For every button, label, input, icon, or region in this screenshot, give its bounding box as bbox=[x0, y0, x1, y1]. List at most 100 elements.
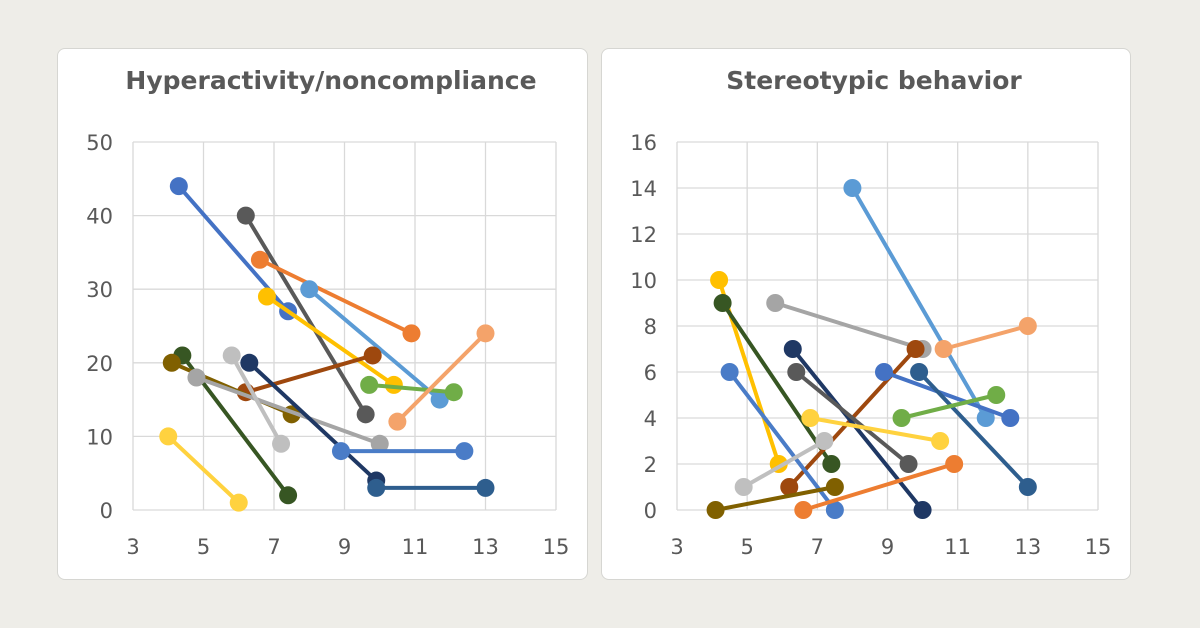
data-point bbox=[710, 271, 729, 289]
data-point bbox=[360, 375, 379, 394]
data-point bbox=[240, 353, 259, 372]
x-tick-label: 9 bbox=[881, 535, 894, 559]
chart-panel-stereotypic: Stereotypic behavior 0 2 4 6 8 10 12 14 16 3 5 7 9 11 1… bbox=[601, 48, 1131, 580]
series-line bbox=[794, 370, 911, 466]
y-tick-label: 4 bbox=[644, 407, 657, 431]
data-point bbox=[331, 442, 350, 461]
y-tick-label: 0 bbox=[100, 499, 113, 523]
data-point bbox=[444, 383, 463, 402]
series-line bbox=[727, 370, 837, 512]
series-1 bbox=[236, 206, 375, 424]
data-point bbox=[976, 409, 995, 427]
data-point bbox=[794, 501, 813, 519]
data-point bbox=[159, 427, 178, 446]
data-point bbox=[1018, 317, 1037, 335]
series-13 bbox=[734, 432, 834, 496]
series-14 bbox=[367, 478, 495, 497]
series-11 bbox=[720, 363, 844, 519]
series-line bbox=[307, 287, 442, 402]
data-point bbox=[801, 409, 820, 427]
data-point bbox=[187, 368, 206, 387]
chart-title: Stereotypic behavior bbox=[726, 66, 1022, 95]
hyperactivity-chart: Hyperactivity/noncompliance 0 10 20 30 40 50 3 5… bbox=[86, 66, 570, 559]
series-6 bbox=[388, 324, 495, 431]
data-point bbox=[272, 434, 291, 453]
data-point bbox=[476, 478, 495, 497]
series-5 bbox=[360, 375, 463, 402]
x-tick-label: 9 bbox=[338, 535, 351, 559]
x-tick-label: 11 bbox=[402, 535, 429, 559]
data-point bbox=[787, 363, 806, 381]
x-tick-label: 15 bbox=[543, 535, 570, 559]
data-point bbox=[250, 250, 269, 269]
y-tick-label: 20 bbox=[86, 352, 113, 376]
data-point bbox=[766, 294, 785, 312]
data-point bbox=[279, 486, 298, 505]
chart-title: Hyperactivity/noncompliance bbox=[125, 66, 536, 95]
series-line bbox=[229, 353, 284, 446]
series-line bbox=[899, 393, 999, 420]
data-point bbox=[257, 287, 276, 306]
series-line bbox=[881, 370, 1013, 420]
series-12 bbox=[801, 409, 950, 450]
series-line bbox=[850, 186, 988, 420]
data-point bbox=[300, 280, 319, 299]
data-point bbox=[367, 478, 386, 497]
series-line bbox=[801, 462, 957, 512]
series-0 bbox=[169, 177, 298, 321]
x-tick-label: 7 bbox=[811, 535, 824, 559]
series-15 bbox=[794, 455, 964, 519]
data-point bbox=[825, 501, 844, 519]
series-line bbox=[720, 301, 834, 466]
data-point bbox=[370, 434, 389, 453]
y-tick-label: 12 bbox=[630, 223, 657, 247]
data-point bbox=[931, 432, 950, 450]
series-line bbox=[243, 353, 375, 395]
series-line bbox=[790, 347, 925, 512]
data-point bbox=[356, 405, 375, 424]
series-11 bbox=[222, 346, 291, 453]
series-4 bbox=[257, 287, 403, 394]
series-14 bbox=[706, 478, 844, 519]
data-point bbox=[874, 363, 893, 381]
data-point bbox=[430, 390, 449, 409]
stereotypic-chart: Stereotypic behavior 0 2 4 6 8 10 12 14 16 3 5 7 9 11 1… bbox=[630, 66, 1111, 559]
series-line bbox=[941, 324, 1030, 351]
data-point bbox=[815, 432, 834, 450]
x-tick-label: 5 bbox=[197, 535, 210, 559]
series-line bbox=[264, 294, 396, 387]
series-line bbox=[257, 257, 414, 336]
series-line bbox=[243, 213, 368, 417]
y-tick-label: 0 bbox=[644, 499, 657, 523]
series-line bbox=[808, 416, 943, 443]
data-point bbox=[713, 294, 732, 312]
data-point bbox=[476, 324, 495, 343]
series-line bbox=[194, 375, 382, 446]
series-3 bbox=[300, 280, 449, 409]
data-point bbox=[455, 442, 474, 461]
series-line bbox=[713, 485, 837, 512]
data-point bbox=[402, 324, 421, 343]
series-line bbox=[166, 434, 241, 505]
data-point bbox=[222, 346, 241, 365]
data-point bbox=[913, 501, 932, 519]
series-2 bbox=[713, 294, 841, 473]
y-tick-label: 10 bbox=[86, 425, 113, 449]
series-8 bbox=[910, 363, 1037, 496]
x-tick-label: 3 bbox=[126, 535, 139, 559]
data-point bbox=[892, 409, 911, 427]
data-point bbox=[910, 363, 929, 381]
data-point bbox=[780, 478, 799, 496]
y-tick-label: 50 bbox=[86, 131, 113, 155]
x-tick-label: 3 bbox=[670, 535, 683, 559]
data-point bbox=[734, 478, 753, 496]
series-7 bbox=[874, 363, 1020, 427]
series-2 bbox=[250, 250, 421, 343]
data-point bbox=[169, 177, 188, 196]
y-tick-label: 6 bbox=[644, 361, 657, 385]
data-point bbox=[363, 346, 382, 365]
data-point bbox=[720, 363, 739, 381]
series-0 bbox=[843, 179, 995, 427]
y-tick-label: 14 bbox=[630, 177, 657, 201]
data-point bbox=[906, 340, 925, 358]
